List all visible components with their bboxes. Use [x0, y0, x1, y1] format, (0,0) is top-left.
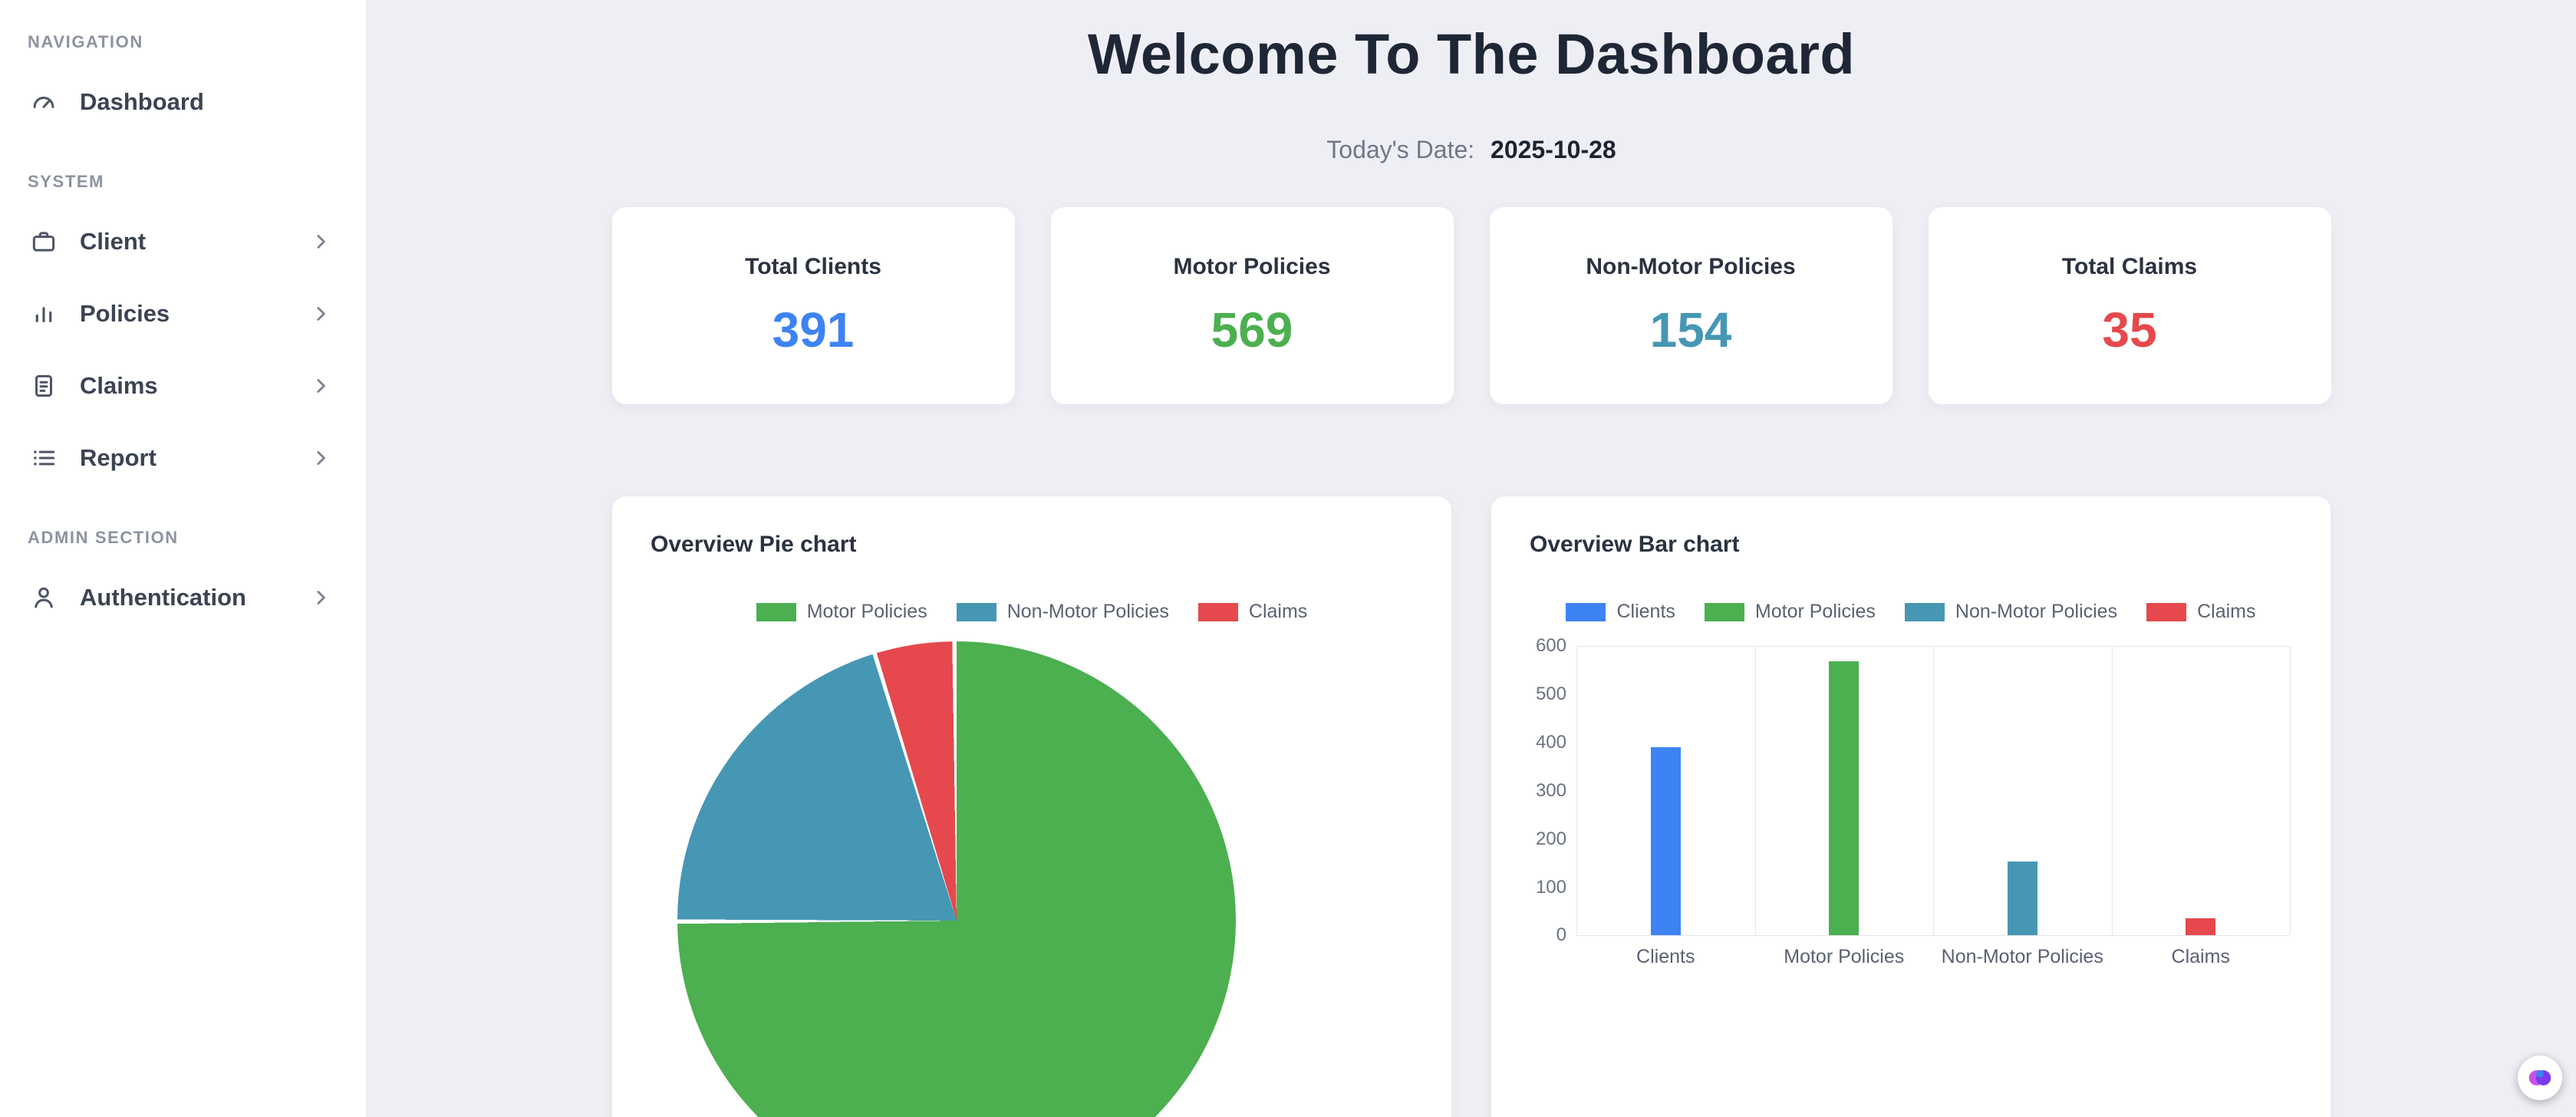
y-tick-label: 500 [1535, 684, 1566, 705]
gridline [1576, 646, 1577, 936]
stat-label: Total Clients [745, 253, 881, 279]
stat-card-non-motor-policies: Non-Motor Policies 154 [1489, 207, 1892, 405]
legend-label: Clients [1616, 601, 1675, 623]
bar-claims [2186, 918, 2216, 936]
bar-chart-card: Overview Bar chart Clients Motor Policies… [1491, 496, 2331, 1117]
bar-motor-policies [1829, 661, 1860, 936]
stat-value: 154 [1649, 301, 1732, 358]
bar-chart-icon [35, 307, 52, 323]
legend-label: Non-Motor Policies [1955, 601, 2118, 623]
stat-value: 391 [772, 301, 855, 358]
x-category-label: Clients [1636, 946, 1695, 968]
legend-swatch [2146, 602, 2187, 621]
legend-label: Claims [2197, 601, 2256, 623]
sidebar-item-dashboard[interactable]: Dashboard [0, 66, 366, 138]
sidebar-item-authentication[interactable]: Authentication [0, 562, 366, 634]
legend-label: Non-Motor Policies [1006, 601, 1169, 623]
gridline [1933, 646, 1934, 936]
sidebar-item-report[interactable]: Report [0, 422, 366, 494]
sidebar: NAVIGATION Dashboard SYSTEM Client Polic… [0, 0, 367, 1117]
sidebar-item-label: Authentication [80, 584, 246, 611]
legend-item[interactable]: Claims [2146, 601, 2256, 623]
y-tick-label: 0 [1556, 924, 1566, 946]
chevron-right-icon [317, 307, 325, 321]
y-tick-label: 600 [1535, 635, 1566, 657]
list-icon [34, 450, 55, 466]
x-category-label: Claims [2171, 946, 2230, 968]
user-icon [35, 587, 53, 608]
legend-item[interactable]: Non-Motor Policies [1904, 601, 2118, 623]
chevron-right-icon [317, 235, 325, 249]
briefcase-icon [32, 232, 55, 252]
x-category-label: Non-Motor Policies [1941, 946, 2103, 968]
gridline [1754, 646, 1756, 936]
legend-swatch [756, 602, 796, 621]
chevron-right-icon [317, 379, 325, 393]
stat-card-total-clients: Total Clients 391 [611, 207, 1015, 405]
pie-chart [677, 641, 1236, 1117]
sidebar-item-label: Dashboard [80, 88, 204, 115]
speedometer-icon [33, 97, 54, 108]
stat-label: Non-Motor Policies [1586, 253, 1796, 279]
legend-item[interactable]: Clients [1566, 601, 1675, 623]
main-content: Welcome To The Dashboard Today's Date: 2… [367, 0, 2576, 1117]
bar-chart-legend: Clients Motor Policies Non-Motor Policies C… [1530, 601, 2292, 623]
bar-chart-title: Overview Bar chart [1530, 532, 1740, 558]
legend-swatch [1197, 602, 1238, 621]
y-tick-label: 300 [1535, 779, 1566, 801]
sidebar-item-client[interactable]: Client [0, 206, 366, 278]
gridline [2290, 646, 2291, 936]
charts-row: Overview Pie chart Motor Policies Non-Mot… [367, 496, 2576, 1117]
sidebar-item-label: Report [80, 444, 156, 471]
legend-item[interactable]: Motor Policies [1704, 601, 1876, 623]
pie-chart-title: Overview Pie chart [651, 532, 857, 558]
bar-non-motor-policies [2007, 861, 2037, 936]
stat-value: 35 [2102, 301, 2157, 358]
sidebar-item-policies[interactable]: Policies [0, 278, 366, 350]
browser-extension-badge[interactable] [2518, 1056, 2562, 1100]
stat-label: Total Claims [2061, 253, 2198, 279]
legend-swatch [1904, 602, 1945, 621]
chevron-right-icon [317, 591, 325, 605]
legend-label: Motor Policies [806, 601, 927, 623]
legend-item[interactable]: Non-Motor Policies [956, 601, 1169, 623]
date-row: Today's Date: 2025-10-28 [367, 136, 2576, 164]
bar-clients [1650, 746, 1681, 936]
sidebar-item-label: Claims [80, 372, 158, 399]
sidebar-item-claims[interactable]: Claims [0, 350, 366, 422]
legend-label: Motor Policies [1754, 601, 1876, 623]
legend-swatch [956, 602, 996, 621]
page-title: Welcome To The Dashboard [1087, 22, 1856, 86]
y-tick-label: 400 [1535, 732, 1566, 753]
stat-value: 569 [1211, 301, 1293, 358]
y-tick-label: 100 [1535, 876, 1566, 898]
document-icon [35, 374, 53, 397]
legend-label: Claims [1248, 601, 1308, 623]
y-tick-label: 200 [1535, 828, 1566, 849]
bar-chart: 0 100 200 300 400 500 600 Clients Motor Policies… [1530, 635, 2292, 994]
date-label: Today's Date: [1326, 136, 1475, 164]
sidebar-item-label: Policies [80, 300, 170, 327]
x-category-label: Motor Policies [1784, 946, 1905, 968]
sidebar-section-admin: ADMIN SECTION [28, 528, 179, 547]
date-value: 2025-10-28 [1491, 136, 1616, 164]
stats-row: Total Clients 391 Motor Policies 569 Non… [367, 207, 2576, 405]
sidebar-section-system: SYSTEM [28, 172, 105, 191]
legend-swatch [1704, 602, 1744, 621]
sidebar-item-label: Client [80, 228, 147, 255]
legend-item[interactable]: Claims [1197, 601, 1308, 623]
extension-logo-icon [2528, 1069, 2551, 1086]
stat-card-total-claims: Total Claims 35 [1928, 207, 2331, 405]
pie-chart-card: Overview Pie chart Motor Policies Non-Mot… [612, 496, 1451, 1117]
gridline [2111, 646, 2113, 936]
stat-label: Motor Policies [1173, 253, 1331, 279]
gridline [1576, 646, 2290, 647]
legend-item[interactable]: Motor Policies [756, 601, 927, 623]
legend-swatch [1566, 602, 1606, 621]
stat-card-motor-policies: Motor Policies 569 [1050, 207, 1454, 405]
sidebar-section-navigation: NAVIGATION [28, 32, 143, 51]
chevron-right-icon [317, 451, 325, 465]
pie-chart-legend: Motor Policies Non-Motor Policies Claims [651, 601, 1413, 623]
axis-line [1576, 935, 2290, 937]
